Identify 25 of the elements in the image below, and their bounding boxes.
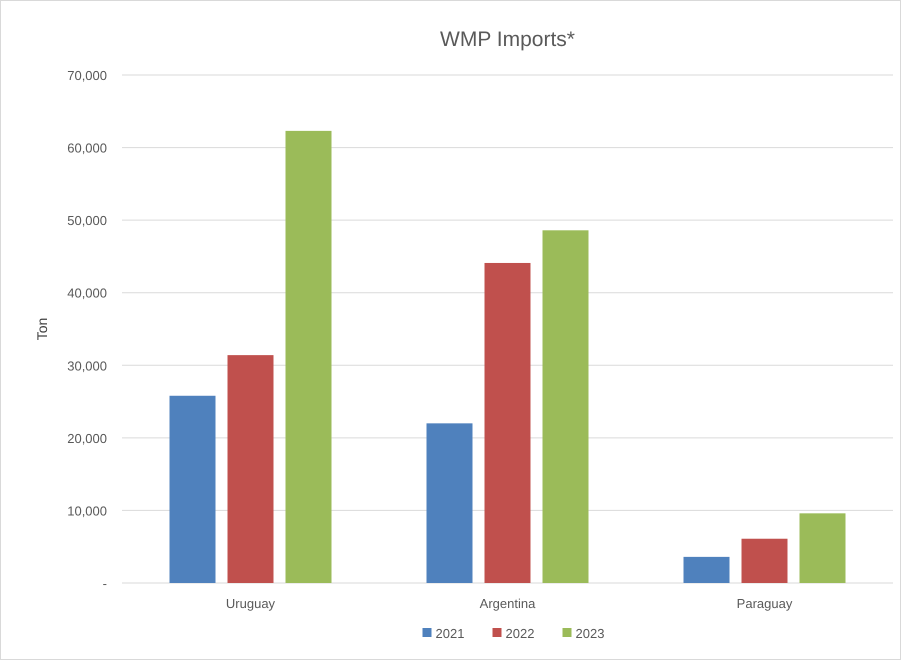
x-tick-label: Paraguay (736, 596, 793, 611)
bar (286, 130, 332, 583)
y-tick-label: 70,000 (67, 68, 107, 83)
x-tick-label: Uruguay (226, 596, 276, 611)
y-tick-label: 60,000 (67, 140, 107, 156)
y-tick-label: - (102, 576, 107, 591)
y-tick-label: 30,000 (67, 358, 107, 374)
y-tick-label: 40,000 (67, 286, 107, 301)
chart-title: WMP Imports* (440, 28, 575, 51)
bar (542, 230, 588, 583)
legend-label: 2023 (576, 626, 604, 641)
y-tick-label: 50,000 (67, 213, 107, 228)
bar (800, 513, 846, 583)
x-tick-label: Argentina (480, 596, 536, 611)
y-tick-label: 20,000 (67, 430, 107, 446)
bar (684, 556, 730, 583)
bar (484, 262, 530, 583)
bar (742, 538, 788, 583)
y-axis-title: Ton (34, 318, 50, 340)
y-tick-label: 10,000 (67, 503, 107, 518)
legend-label: 2021 (436, 626, 464, 641)
bar (170, 396, 216, 583)
legend-label: 2022 (506, 626, 534, 641)
bar (228, 355, 274, 583)
bar (426, 423, 472, 583)
